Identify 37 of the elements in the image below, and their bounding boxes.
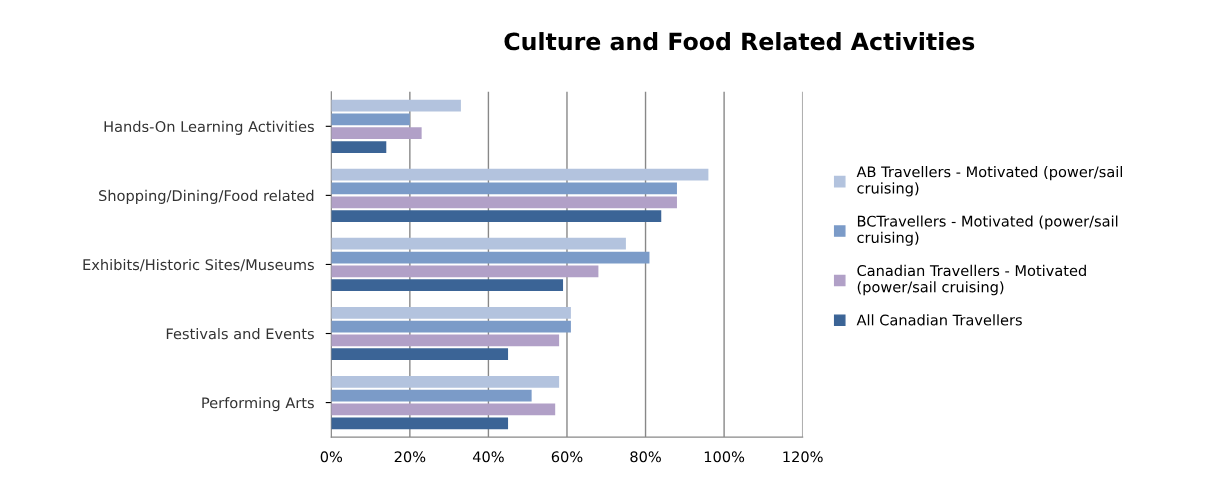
bar <box>331 99 461 112</box>
y-tick-label: Hands-On Learning Activities <box>104 120 314 135</box>
legend-label: All Canadian Travellers <box>856 314 1022 326</box>
bar <box>331 417 509 430</box>
bar <box>331 237 626 250</box>
bar <box>331 403 556 416</box>
x-tick-label: 120% <box>783 451 823 463</box>
bar <box>331 251 650 264</box>
bar <box>331 182 677 195</box>
bar <box>331 141 387 153</box>
bar <box>331 113 410 126</box>
legend-label: Canadian Travellers - Motivated (power/sail cruising) <box>857 264 1086 296</box>
bar <box>331 210 662 222</box>
x-tick-label: 100% <box>704 451 745 463</box>
y-tick-label: Performing Arts <box>202 397 314 412</box>
bar <box>331 265 599 278</box>
bar <box>331 127 422 140</box>
bar <box>331 389 532 402</box>
legend-label: BCTravellers - Motivated (power/sail cruising) <box>857 215 1118 246</box>
x-tick-label: 60% <box>551 451 583 463</box>
bar <box>331 168 709 181</box>
bar <box>331 348 509 361</box>
bar <box>331 196 677 209</box>
y-tick-label: Exhibits/Historic Sites/Museums <box>83 258 314 272</box>
bar <box>331 279 564 292</box>
chart-title: Culture and Food Related Activities <box>504 32 975 51</box>
y-tick-label: Shopping/Dining/Food related <box>99 189 314 204</box>
y-tick-label: Festivals and Events <box>166 327 314 340</box>
bar <box>331 320 571 333</box>
bar <box>331 375 560 388</box>
x-tick-label: 80% <box>630 451 661 463</box>
x-tick-label: 20% <box>394 451 426 463</box>
x-tick-label: 40% <box>472 451 504 463</box>
bar <box>331 306 571 319</box>
legend-label: AB Travellers - Motivated (power/sail cruising) <box>856 166 1122 197</box>
bar <box>331 334 560 347</box>
x-tick-label: 0% <box>320 451 343 463</box>
